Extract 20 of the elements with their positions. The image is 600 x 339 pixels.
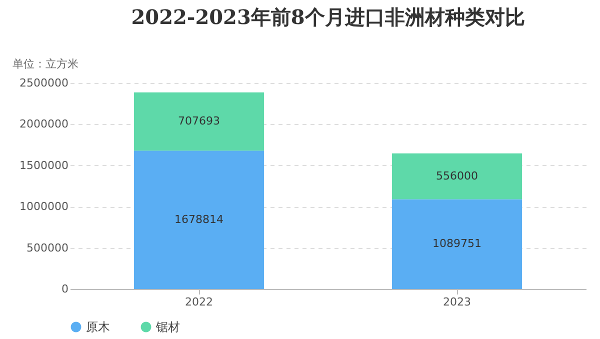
chart-title: 2022-2023年前8个月进口非洲材种类对比: [131, 5, 525, 29]
y-tick-label: 2000000: [20, 118, 68, 131]
y-tick-label: 1500000: [20, 158, 68, 172]
data-label: 1678814: [174, 212, 224, 226]
y-tick-label: 500000: [26, 241, 68, 254]
bar: [392, 153, 522, 200]
bar: [392, 199, 522, 289]
y-axis-title: 单位：立方米: [12, 58, 78, 70]
bar: [134, 92, 264, 151]
x-tick-label: 2022: [185, 296, 213, 308]
y-tick-label: 0: [62, 282, 68, 296]
data-label: 707693: [178, 114, 220, 128]
legend-label: 原木: [86, 320, 110, 334]
x-tick-label: 2023: [443, 296, 471, 308]
data-label: 556000: [436, 169, 478, 182]
data-label: 1089751: [432, 237, 482, 250]
y-tick-label: 1000000: [20, 200, 68, 214]
bar: [134, 150, 264, 289]
y-tick-label: 2500000: [20, 76, 68, 90]
legend-label: 锯材: [155, 320, 180, 334]
